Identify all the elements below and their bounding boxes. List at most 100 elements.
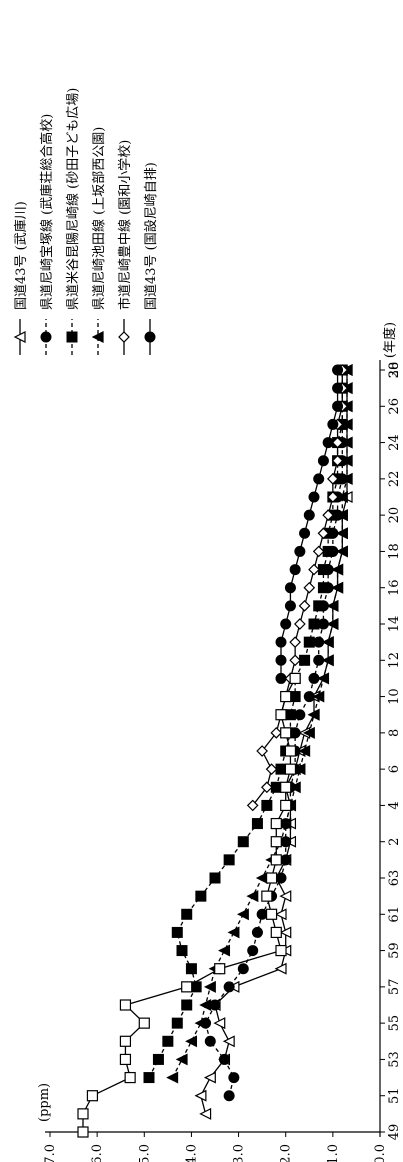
legend-label: 市道尼崎豊中線 (園和小学校) (117, 140, 133, 310)
data-point-square-open (119, 1053, 132, 1066)
data-point-square-filled (162, 1035, 174, 1047)
data-point-square-open (275, 944, 287, 957)
legend-item: 県道米谷昆陽尼崎線 (砂田子ども広場) (65, 88, 81, 355)
data-point-square-open (124, 1071, 136, 1084)
data-point-diamond-open (317, 527, 330, 540)
data-point-square-filled (176, 945, 188, 957)
data-point-circle-filled (289, 564, 301, 576)
data-point-triangle-filled (335, 491, 348, 503)
data-point-circle-filled (144, 331, 156, 343)
data-point-circle-filled (40, 331, 52, 343)
data-point-square-filled (66, 331, 78, 343)
data-point-square-open (265, 908, 278, 920)
legend-label: 県道尼崎宝塚線 (武庫荘総合高校) (39, 114, 55, 310)
value-tick-label: 3.0 (232, 1144, 247, 1162)
data-point-square-open (280, 799, 292, 812)
data-point-triangle-filled (321, 654, 334, 667)
year-tick-label: 28 (387, 362, 402, 379)
chart-axes (45, 360, 381, 1137)
data-point-triangle-filled (199, 999, 212, 1011)
data-point-diamond-open (322, 509, 334, 521)
data-point-circle-filled (251, 926, 263, 938)
data-point-triangle-filled (307, 708, 320, 721)
data-point-square-filled (195, 890, 207, 902)
data-point-square-open (280, 781, 292, 793)
year-tick-label: 2 (387, 838, 402, 846)
data-point-triangle-filled (340, 436, 353, 449)
data-point-circle-filled (294, 545, 306, 557)
data-point-triangle-filled (321, 636, 334, 649)
data-point-circle-filled (322, 437, 334, 449)
data-point-square-filled (171, 926, 183, 938)
data-point-triangle-filled (298, 745, 311, 757)
data-point-square-filled (185, 963, 197, 975)
data-point-circle-filled (332, 364, 344, 376)
data-point-circle-filled (256, 908, 268, 920)
data-point-diamond-open (118, 331, 130, 343)
legend-item: 県道尼崎池田線 (上坂部西公園) (91, 127, 107, 355)
series-3 (166, 364, 353, 1084)
data-point-square-open (270, 926, 282, 939)
data-point-triangle-open (13, 331, 26, 343)
data-point-triangle-filled (175, 1053, 188, 1066)
data-point-circle-filled (332, 400, 344, 412)
data-point-circle-filled (275, 654, 287, 666)
data-point-circle-filled (247, 945, 259, 957)
data-point-diamond-open (261, 781, 273, 794)
data-point-square-open (270, 836, 282, 848)
series-2 (143, 364, 348, 1084)
legend-label: 県道尼崎池田線 (上坂部西公園) (91, 127, 107, 310)
data-point-diamond-open (246, 799, 259, 812)
data-point-circle-filled (284, 600, 296, 612)
year-tick-label: 10 (387, 688, 402, 705)
year-tick-label: 12 (387, 652, 402, 669)
data-point-square-open (270, 854, 282, 866)
data-point-diamond-open (289, 636, 301, 648)
year-tick-label: 6 (387, 765, 402, 773)
data-point-diamond-open (265, 763, 278, 775)
year-tick-label: 20 (387, 507, 402, 524)
year-tick-label: 51 (387, 1087, 402, 1104)
data-point-square-filled (313, 600, 325, 612)
data-point-circle-filled (275, 872, 287, 884)
value-tick-label: 0.0 (373, 1144, 388, 1162)
year-tick-label: 63 (387, 870, 402, 887)
data-point-circle-filled (237, 963, 249, 975)
data-point-triangle-open (203, 1071, 216, 1084)
data-point-triangle-filled (227, 926, 240, 939)
value-tick-label: 6.0 (90, 1144, 105, 1162)
data-point-triangle-filled (331, 563, 344, 576)
year-tick-label: 30 (387, 362, 402, 379)
data-point-diamond-open (270, 727, 283, 739)
data-point-square-open (261, 890, 273, 902)
x-unit-label: (年度) (382, 322, 398, 358)
data-point-square-open (280, 727, 292, 739)
data-point-triangle-open (222, 1035, 235, 1048)
data-point-diamond-open (331, 436, 344, 449)
year-tick-label: 4 (387, 801, 402, 809)
data-point-circle-filled (204, 1035, 216, 1047)
data-point-square-filled (270, 781, 282, 793)
year-tick-label: 18 (387, 543, 402, 560)
data-point-triangle-open (194, 1089, 207, 1102)
value-tick-label: 2.0 (279, 1144, 294, 1162)
data-point-circle-filled (280, 618, 292, 630)
year-tick-label: 59 (387, 942, 402, 959)
data-point-square-filled (317, 564, 329, 576)
data-point-square-filled (322, 545, 334, 557)
data-point-triangle-filled (312, 690, 325, 703)
data-point-triangle-open (274, 962, 287, 975)
data-point-triangle-filled (317, 672, 330, 685)
data-point-circle-filled (313, 473, 325, 485)
data-point-square-filled (303, 636, 315, 648)
data-point-circle-filled (294, 709, 306, 721)
data-point-triangle-filled (326, 599, 339, 612)
legend-item: 県道尼崎宝塚線 (武庫荘総合高校) (39, 114, 55, 355)
data-point-circle-filled (275, 672, 287, 684)
data-point-triangle-filled (335, 527, 348, 540)
data-point-square-open (86, 1090, 99, 1102)
data-point-square-open (77, 1108, 89, 1120)
data-point-diamond-open (294, 618, 306, 630)
data-point-square-open (214, 963, 226, 975)
legend-label: 国道43号 (国設尼崎自排) (143, 162, 159, 310)
